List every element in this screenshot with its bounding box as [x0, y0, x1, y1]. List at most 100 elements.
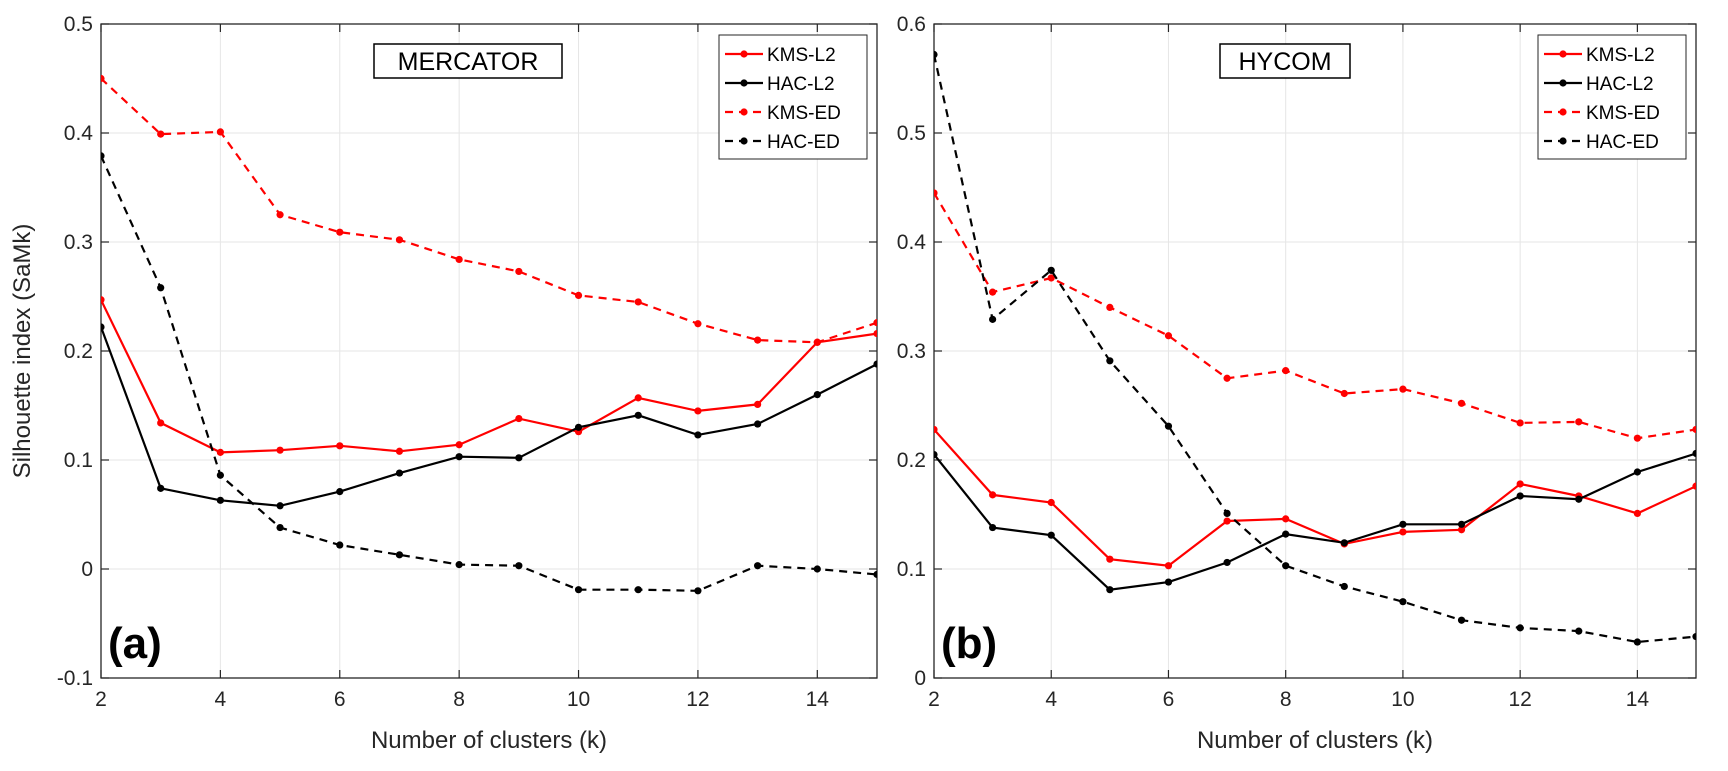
data-point-kms-l2	[934, 425, 938, 434]
data-point-kms-ed	[157, 130, 165, 138]
data-point-hac-ed	[754, 562, 762, 570]
data-point-hac-ed	[1106, 357, 1114, 365]
legend-label: HAC-L2	[1586, 74, 1654, 95]
x-tick-label: 8	[453, 688, 465, 711]
data-point-kms-ed	[754, 336, 762, 344]
series-line-hac-l2	[934, 452, 1696, 591]
title-frame	[1219, 43, 1351, 79]
data-point-hac-l2	[1164, 578, 1173, 586]
data-point-kms-l2	[1282, 515, 1290, 523]
legend-marker-hac-ed	[740, 137, 748, 145]
x-tick-label: 10	[1391, 688, 1414, 711]
data-point-hac-ed	[1575, 627, 1583, 635]
x-tick-label: 2	[95, 688, 107, 711]
data-point-kms-ed	[1575, 418, 1583, 426]
legend: KMS-L2 HAC-L2 KMS-ED HAC-ED	[718, 34, 868, 160]
data-point-kms-l2	[1164, 562, 1173, 570]
data-point-hac-ed	[216, 471, 224, 479]
data-point-hac-ed	[1633, 638, 1641, 646]
data-point-hac-ed	[395, 551, 404, 559]
data-point-kms-l2	[1399, 528, 1407, 536]
data-point-kms-l2	[395, 447, 404, 455]
data-point-kms-ed	[1633, 434, 1641, 442]
data-point-kms-ed	[873, 319, 877, 327]
series-line-kms-ed	[934, 192, 1696, 440]
data-point-kms-l2	[336, 442, 344, 450]
data-point-hac-ed	[1340, 582, 1348, 591]
chart-title-box: MERCATOR	[373, 43, 563, 79]
legend-label: HAC-L2	[767, 74, 835, 95]
legend-marker-kms-l2	[1559, 50, 1567, 58]
chart-title-box: HYCOM	[1219, 43, 1351, 79]
data-point-kms-ed	[1399, 385, 1407, 393]
data-point-hac-ed	[515, 562, 523, 570]
legend-label: KMS-ED	[767, 103, 841, 124]
data-point-hac-l2	[1106, 586, 1114, 594]
data-point-kms-l2	[1457, 526, 1466, 534]
data-point-hac-ed	[1457, 616, 1466, 624]
data-point-kms-l2	[1516, 480, 1524, 488]
data-point-hac-ed	[694, 587, 702, 595]
data-point-kms-ed	[694, 320, 702, 328]
data-point-hac-l2	[1399, 520, 1407, 528]
x-tick-label: 12	[1508, 688, 1531, 711]
legend-marker-hac-l2	[1559, 79, 1567, 87]
data-point-kms-l2	[1633, 509, 1641, 518]
legend: KMS-L2 HAC-L2 KMS-ED HAC-ED	[1537, 34, 1687, 160]
data-point-kms-ed	[515, 267, 523, 276]
data-point-hac-l2	[934, 450, 938, 459]
y-tick-label: 0.3	[64, 231, 93, 254]
data-point-hac-ed	[989, 315, 997, 323]
data-point-kms-l2	[989, 491, 997, 499]
legend-marker-kms-ed	[1559, 108, 1567, 116]
data-point-hac-l2	[754, 420, 762, 428]
data-point-hac-l2	[1457, 520, 1466, 528]
data-point-hac-l2	[1223, 558, 1231, 567]
x-tick-label: 4	[1045, 688, 1057, 711]
y-tick-label: 0.5	[897, 122, 926, 145]
grid	[934, 24, 1696, 678]
legend-label: KMS-L2	[767, 45, 836, 66]
data-point-kms-l2	[101, 296, 105, 304]
data-point-kms-ed	[574, 291, 583, 300]
series-line-hac-ed	[934, 54, 1696, 644]
data-point-hac-ed	[1047, 266, 1055, 274]
data-point-hac-l2	[276, 502, 284, 510]
data-point-kms-ed	[1047, 274, 1055, 282]
y-axis-label: Silhouette index (SaMk)	[9, 224, 36, 479]
data-point-kms-ed	[395, 236, 404, 244]
legend-marker-hac-ed	[1559, 137, 1567, 145]
y-tick-label: 0	[914, 667, 926, 690]
y-tick-label: 0.6	[897, 13, 926, 36]
data-point-hac-l2	[101, 323, 105, 331]
x-axis-label: Number of clusters (k)	[371, 727, 607, 754]
data-point-kms-ed	[1223, 374, 1231, 382]
data-point-hac-l2	[634, 411, 642, 419]
data-point-kms-l2	[1106, 555, 1114, 563]
data-point-kms-ed	[634, 298, 642, 306]
data-point-kms-l2	[216, 448, 224, 456]
x-tick-label: 6	[334, 688, 346, 711]
panel-tag: (b)	[941, 619, 997, 668]
data-point-hac-l2	[216, 496, 224, 504]
data-point-hac-l2	[1282, 530, 1290, 538]
data-point-hac-ed	[336, 541, 344, 549]
y-tick-label: 0.4	[64, 122, 94, 145]
data-point-hac-ed	[1399, 598, 1407, 606]
x-tick-label: 14	[1626, 688, 1650, 711]
data-point-kms-l2	[455, 441, 463, 449]
legend-label: KMS-ED	[1586, 103, 1660, 124]
y-tick-label: 0	[81, 558, 93, 581]
data-point-hac-l2	[1516, 492, 1524, 500]
y-tick-label: 0.3	[897, 340, 926, 363]
data-point-hac-l2	[336, 488, 344, 496]
data-point-hac-ed	[101, 152, 105, 160]
data-point-hac-l2	[694, 431, 702, 439]
data-point-hac-l2	[574, 423, 583, 431]
chart-title: HYCOM	[1238, 48, 1331, 76]
series-line-hac-ed	[101, 155, 877, 592]
data-point-kms-ed	[934, 189, 938, 197]
chart-panel-0: 2 4 6 8 10 12 14 -0.1 0 0.1 0.2 0.3 0.4 0.5 Number of …	[9, 13, 878, 754]
x-axis-label: Number of clusters (k)	[1197, 727, 1433, 754]
data-point-kms-ed	[1282, 367, 1290, 375]
